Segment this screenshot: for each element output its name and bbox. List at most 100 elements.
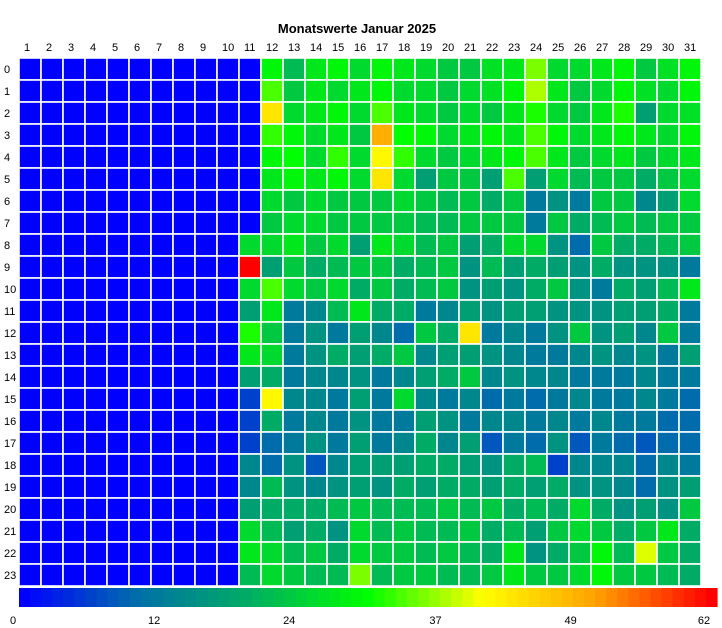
colorbar-tick-label: 12 — [148, 615, 160, 627]
heatmap-cell — [634, 563, 658, 587]
heatmap-cell — [502, 541, 526, 565]
x-tick-label: 30 — [662, 42, 674, 54]
y-tick-label: 15 — [4, 394, 16, 406]
heatmap-cell — [172, 387, 196, 411]
heatmap-cell — [194, 387, 218, 411]
heatmap-cell — [84, 431, 108, 455]
heatmap-cell — [18, 541, 42, 565]
heatmap-cell — [634, 211, 658, 235]
heatmap-cell — [216, 431, 240, 455]
heatmap-cell — [40, 409, 64, 433]
heatmap-cell — [348, 475, 372, 499]
heatmap-cell — [414, 563, 438, 587]
heatmap-cell — [326, 387, 350, 411]
heatmap-cell — [40, 57, 64, 81]
heatmap-cell — [480, 299, 504, 323]
heatmap-cell — [128, 233, 152, 257]
x-tick-label: 22 — [486, 42, 498, 54]
heatmap-cell — [282, 475, 306, 499]
heatmap-cell — [436, 79, 460, 103]
heatmap-cell — [128, 167, 152, 191]
heatmap-cell — [502, 343, 526, 367]
heatmap-cell — [480, 387, 504, 411]
heatmap-cell — [18, 387, 42, 411]
heatmap-cell — [282, 541, 306, 565]
heatmap-cell — [238, 365, 262, 389]
heatmap-cell — [62, 321, 86, 345]
heatmap-cell — [414, 101, 438, 125]
x-tick-label: 19 — [420, 42, 432, 54]
heatmap-cell — [546, 167, 570, 191]
heatmap-cell — [612, 519, 636, 543]
y-tick-label: 23 — [4, 570, 16, 582]
heatmap-cell — [458, 409, 482, 433]
heatmap-cell — [194, 321, 218, 345]
heatmap-cell — [612, 123, 636, 147]
heatmap-cell — [546, 145, 570, 169]
heatmap-cell — [568, 255, 592, 279]
heatmap-cell — [458, 365, 482, 389]
colorbar-segment — [672, 588, 685, 607]
heatmap-cell — [40, 519, 64, 543]
colorbar-segment — [650, 588, 663, 607]
heatmap-cell — [150, 167, 174, 191]
heatmap-cell — [326, 123, 350, 147]
heatmap-cell — [458, 167, 482, 191]
heatmap-cell — [260, 563, 284, 587]
heatmap-cell — [238, 145, 262, 169]
heatmap-cell — [260, 365, 284, 389]
heatmap-cell — [392, 541, 416, 565]
heatmap-cell — [656, 519, 680, 543]
heatmap-cell — [304, 299, 328, 323]
heatmap-cell — [502, 497, 526, 521]
x-tick-label: 20 — [442, 42, 454, 54]
heatmap-cell — [194, 299, 218, 323]
heatmap-cell — [62, 343, 86, 367]
heatmap-cell — [656, 189, 680, 213]
heatmap-cell — [194, 211, 218, 235]
heatmap-cell — [370, 189, 394, 213]
heatmap-cell — [62, 387, 86, 411]
heatmap-cell — [216, 321, 240, 345]
heatmap-cell — [678, 299, 702, 323]
heatmap-cell — [194, 519, 218, 543]
heatmap-cell — [326, 541, 350, 565]
heatmap-cell — [194, 79, 218, 103]
heatmap-cell — [370, 277, 394, 301]
heatmap-cell — [414, 233, 438, 257]
heatmap-cell — [282, 101, 306, 125]
heatmap-cell — [238, 519, 262, 543]
heatmap-cell — [634, 277, 658, 301]
heatmap-cell — [568, 453, 592, 477]
heatmap-cell — [128, 57, 152, 81]
heatmap-cell — [524, 519, 548, 543]
heatmap-cell — [194, 343, 218, 367]
heatmap-cell — [326, 101, 350, 125]
heatmap-cell — [18, 563, 42, 587]
colorbar-segment — [539, 588, 552, 607]
heatmap-cell — [84, 57, 108, 81]
colorbar-segment — [85, 588, 98, 607]
heatmap-cell — [304, 211, 328, 235]
heatmap-cell — [524, 101, 548, 125]
heatmap-cell — [216, 343, 240, 367]
heatmap-cell — [18, 57, 42, 81]
colorbar-segment — [140, 588, 153, 607]
heatmap-cell — [84, 79, 108, 103]
heatmap-cell — [84, 167, 108, 191]
x-tick-label: 18 — [398, 42, 410, 54]
heatmap-cell — [128, 387, 152, 411]
heatmap-cell — [678, 387, 702, 411]
y-tick-label: 21 — [4, 526, 16, 538]
heatmap-cell — [392, 233, 416, 257]
colorbar-segment — [207, 588, 220, 607]
heatmap-cell — [172, 453, 196, 477]
heatmap-cell — [656, 101, 680, 125]
heatmap-cell — [370, 431, 394, 455]
heatmap-cell — [634, 431, 658, 455]
heatmap-cell — [194, 167, 218, 191]
heatmap-cell — [392, 167, 416, 191]
heatmap-cell — [62, 277, 86, 301]
heatmap-cell — [590, 255, 614, 279]
heatmap-cell — [524, 409, 548, 433]
